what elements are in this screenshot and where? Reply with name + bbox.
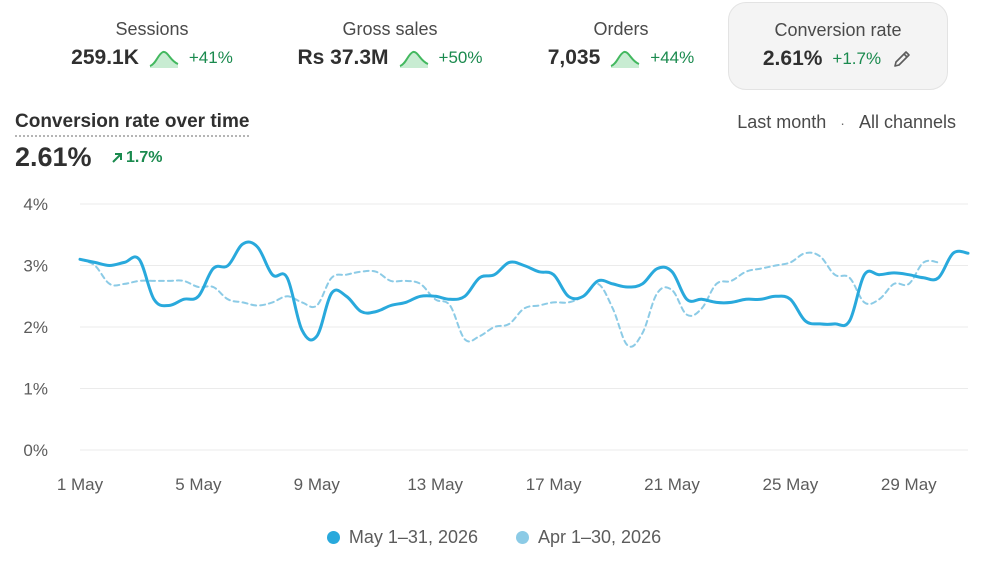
series-line-current[interactable] [78, 240, 970, 342]
metric-sessions[interactable]: Sessions 259.1K +41% [32, 0, 272, 90]
sparkline-icon [149, 50, 179, 68]
chart-filters: Last month · All channels [737, 112, 956, 133]
y-tick-label: 3% [23, 257, 48, 276]
y-tick-label: 1% [23, 380, 48, 399]
metric-conversion-rate[interactable]: Conversion rate 2.61% +1.7% [728, 2, 948, 90]
legend-swatch [515, 531, 529, 544]
metric-change: +44% [650, 48, 695, 67]
metric-label: Conversion rate [774, 20, 902, 40]
legend-label: May 1–31, 2026 [348, 527, 478, 547]
metric-gross-sales[interactable]: Gross sales Rs 37.3M +50% [270, 0, 510, 90]
metric-label: Gross sales [342, 19, 438, 39]
period-filter[interactable]: Last month [737, 112, 827, 132]
channel-filter[interactable]: All channels [858, 112, 956, 132]
x-tick-label: 25 May [763, 475, 819, 494]
x-tick-label: 5 May [175, 475, 222, 494]
legend-item-current[interactable]: May 1–31, 2026 [326, 527, 478, 548]
arrow-up-right-icon [112, 153, 122, 163]
line-chart[interactable]: 0% 1% 2% 3% 4% 1 May 5 May 9 May 13 May 17 May 21 … [0, 185, 988, 505]
metric-change: +1.7% [832, 49, 882, 68]
metric-value: Rs 37.3M [297, 46, 389, 69]
chart-legend: May 1–31, 2026 Apr 1–30, 2026 [0, 527, 988, 548]
sparkline-icon [610, 50, 640, 68]
metric-label: Orders [593, 19, 649, 39]
x-tick-label: 9 May [294, 475, 341, 494]
y-tick-label: 2% [23, 318, 48, 337]
legend-item-previous[interactable]: Apr 1–30, 2026 [515, 527, 662, 548]
legend-label: Apr 1–30, 2026 [537, 527, 662, 547]
x-tick-label: 1 May [57, 475, 104, 494]
metric-change: +50% [438, 48, 483, 67]
series-line-previous[interactable] [79, 251, 940, 348]
metric-value: 259.1K [71, 46, 139, 69]
legend-swatch [326, 531, 340, 544]
change-badge: 1.7% [111, 149, 162, 167]
x-tick-label: 17 May [526, 475, 582, 494]
y-tick-label: 0% [23, 441, 48, 460]
chart-title[interactable]: Conversion rate over time [15, 111, 250, 137]
y-tick-label: 4% [23, 195, 48, 214]
metric-value: 2.61% [762, 47, 823, 70]
x-tick-label: 13 May [407, 475, 463, 494]
x-tick-label: 21 May [644, 475, 700, 494]
metric-change: +41% [188, 48, 233, 67]
metric-orders[interactable]: Orders 7,035 +44% [505, 0, 737, 90]
pencil-icon[interactable] [891, 48, 913, 70]
filter-separator: · [840, 114, 845, 131]
metric-value: 7,035 [547, 46, 601, 69]
change-value: 1.7% [126, 149, 163, 166]
sparkline-icon [399, 50, 428, 68]
metric-label: Sessions [115, 19, 189, 39]
current-value: 2.61% [15, 142, 92, 172]
x-tick-label: 29 May [881, 475, 937, 494]
